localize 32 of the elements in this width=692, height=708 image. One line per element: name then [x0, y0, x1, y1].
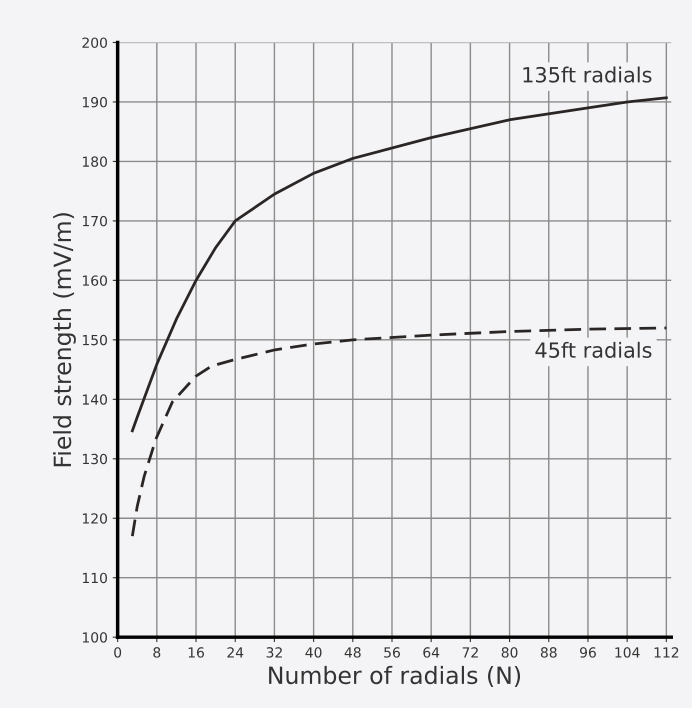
- x-tick-label: 72: [462, 647, 478, 658]
- y-tick-label: 190: [82, 96, 107, 108]
- x-tick-label: 80: [502, 647, 518, 658]
- x-tick-label: 112: [654, 647, 678, 658]
- y-tick-label: 130: [82, 454, 107, 464]
- x-tick-label: 56: [384, 647, 400, 658]
- x-tick-label: 0: [114, 647, 122, 658]
- line-series: [130, 96, 668, 432]
- y-tick-label: 150: [82, 334, 107, 346]
- line-series: [130, 326, 668, 538]
- y-tick-label: 200: [82, 37, 107, 48]
- x-tick-label: 8: [153, 647, 160, 658]
- x-axis-title: Number of radials (N): [269, 666, 520, 687]
- x-tick-label: 88: [540, 647, 557, 658]
- x-tick-label: 24: [227, 647, 244, 658]
- series-label: 135ft radials: [523, 66, 652, 83]
- y-tick-label: 110: [82, 572, 107, 584]
- x-tick-label: 48: [344, 647, 361, 658]
- x-tick-label: 104: [615, 647, 640, 658]
- y-axis-title: Field strength (mV/m): [53, 213, 76, 466]
- y-tick-label: 180: [82, 156, 107, 167]
- y-tick-label: 140: [82, 394, 107, 405]
- y-tick-label: 170: [82, 216, 107, 226]
- series-label: 45ft radials: [535, 342, 652, 358]
- y-tick-label: 120: [82, 513, 107, 524]
- y-tick-label: 160: [82, 275, 107, 286]
- x-tick-label: 32: [266, 647, 282, 658]
- x-tick-label: 40: [305, 647, 322, 658]
- x-tick-label: 16: [188, 647, 204, 658]
- x-tick-label: 64: [423, 647, 440, 658]
- y-tick-label: 100: [82, 632, 107, 643]
- x-tick-label: 96: [580, 647, 596, 658]
